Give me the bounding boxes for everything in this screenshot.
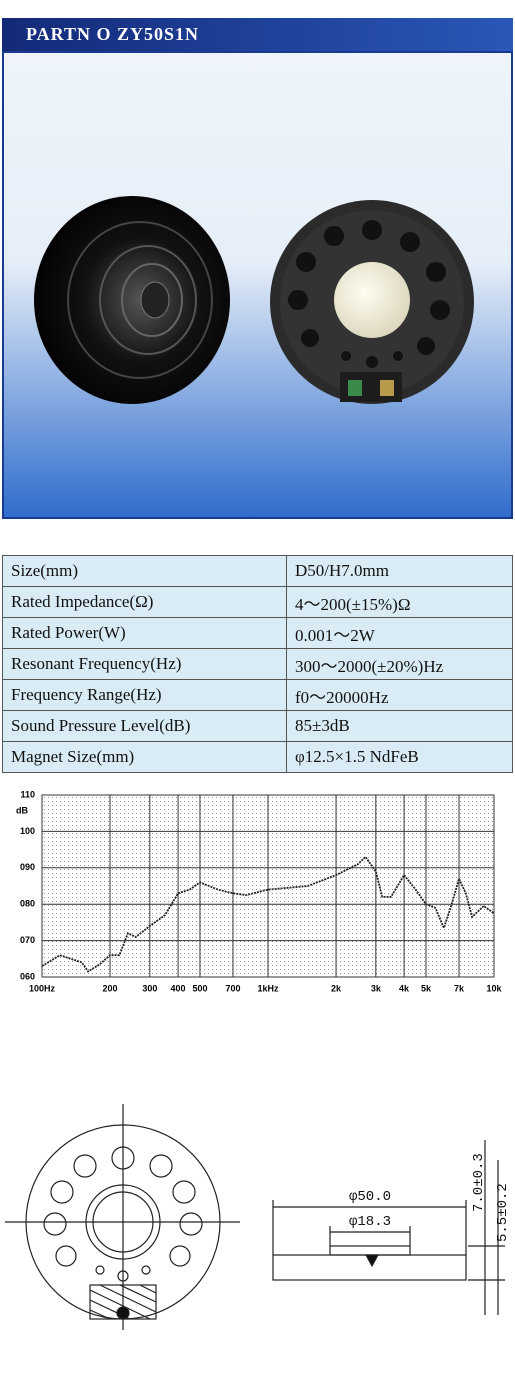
inner-diameter-label: φ18.3: [349, 1214, 391, 1230]
x-tick-label: 2k: [331, 983, 342, 993]
body-height-label: 5.5±0.2: [495, 1183, 511, 1242]
height-label: 7.0±0.3: [471, 1153, 487, 1212]
speaker-front: [34, 196, 230, 404]
front-view: [5, 1104, 240, 1330]
y-tick-label: 080: [20, 899, 35, 909]
spec-table: Size(mm) D50/H7.0mm Rated Impedance(Ω) 4～20…: [2, 555, 513, 773]
spec-value: 300～2000(±20%)Hz: [286, 648, 513, 680]
x-tick-label: 700: [225, 983, 240, 993]
x-tick-label: 400: [171, 983, 186, 993]
spec-value: φ12.5×1.5 NdFeB: [286, 741, 513, 773]
spec-row: Size(mm) D50/H7.0mm: [2, 555, 513, 587]
spec-row: Rated Impedance(Ω) 4～200(±15%)Ω: [2, 586, 513, 618]
x-tick-label: 5k: [421, 983, 432, 993]
y-tick-label: 060: [20, 971, 35, 981]
part-number: PARTN O ZY50S1N: [26, 24, 199, 44]
spec-name: Sound Pressure Level(dB): [2, 710, 287, 742]
x-tick-label: 10k: [486, 983, 502, 993]
spec-name: Frequency Range(Hz): [2, 679, 287, 711]
y-tick-label: 110: [20, 789, 35, 799]
spec-value: 0.001～2W: [286, 617, 513, 649]
x-tick-label: 3k: [371, 983, 382, 993]
response-curve: [41, 855, 495, 973]
spec-row: Resonant Frequency(Hz) 300～2000(±20%)Hz: [2, 648, 513, 680]
spec-row: Magnet Size(mm) φ12.5×1.5 NdFeB: [2, 741, 513, 773]
x-tick-label: 500: [192, 983, 207, 993]
spec-row: Rated Power(W) 0.001～2W: [2, 617, 513, 649]
spec-value: f0～20000Hz: [286, 679, 513, 711]
x-tick-label: 4k: [399, 983, 410, 993]
spec-value: D50/H7.0mm: [286, 555, 513, 587]
dimension-drawing: φ50.0 φ18.3 7.0±0.3 5.5±0.2: [5, 1104, 511, 1330]
frequency-chart: dB 060 070 080 090 100 110 100Hz 200 300 400 500 70…: [16, 789, 502, 993]
speaker-back: [270, 200, 474, 404]
title-bar: [2, 18, 513, 52]
y-tick-label: 100: [20, 826, 35, 836]
spec-name: Size(mm): [2, 555, 287, 587]
spec-row: Sound Pressure Level(dB) 85±3dB: [2, 710, 513, 742]
spec-value: 85±3dB: [286, 710, 513, 742]
side-view: [272, 1140, 505, 1315]
x-tick-label: 7k: [454, 983, 465, 993]
diameter-label: φ50.0: [349, 1189, 391, 1205]
spec-row: Frequency Range(Hz) f0～20000Hz: [2, 679, 513, 711]
spec-name: Magnet Size(mm): [2, 741, 287, 773]
y-axis-label: dB: [16, 805, 28, 815]
x-tick-label: 300: [142, 983, 157, 993]
spec-name: Resonant Frequency(Hz): [2, 648, 287, 680]
spec-name: Rated Impedance(Ω): [2, 586, 287, 618]
x-tick-label: 1kHz: [257, 983, 279, 993]
spec-name: Rated Power(W): [2, 617, 287, 649]
y-tick-label: 090: [20, 862, 35, 872]
x-tick-label: 100Hz: [29, 983, 56, 993]
y-tick-label: 070: [20, 935, 35, 945]
spec-value: 4～200(±15%)Ω: [286, 586, 513, 618]
header-and-photo: PARTN O ZY50S1N: [2, 18, 513, 519]
x-tick-label: 200: [103, 983, 118, 993]
